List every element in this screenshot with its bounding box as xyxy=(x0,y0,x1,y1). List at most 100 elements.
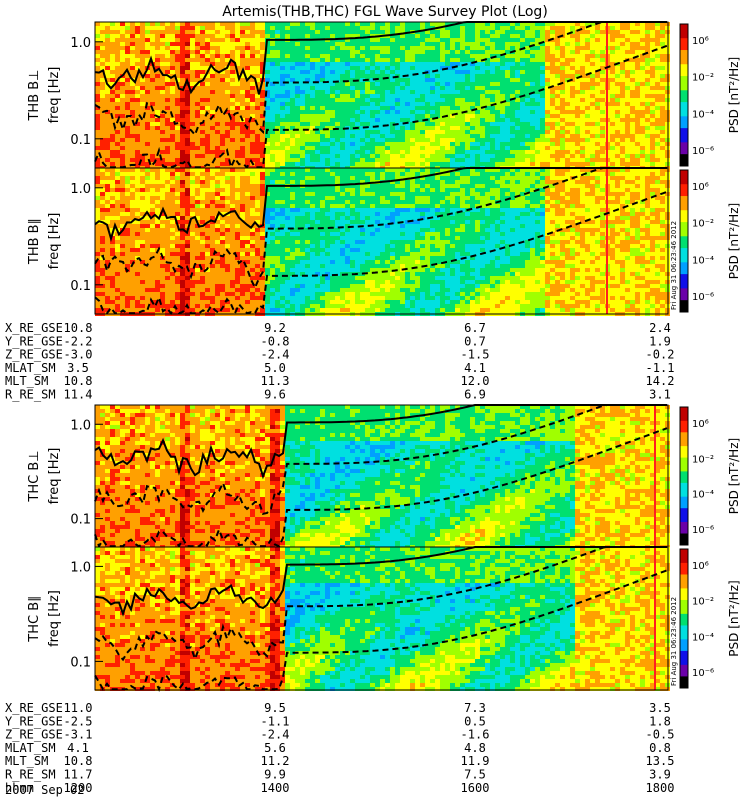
psd-cell xyxy=(515,158,520,162)
psd-cell xyxy=(150,264,155,268)
psd-cell xyxy=(655,114,660,118)
psd-cell xyxy=(255,38,260,42)
psd-cell xyxy=(660,150,665,154)
psd-cell xyxy=(515,26,520,30)
psd-cell xyxy=(120,42,125,46)
psd-cell xyxy=(540,138,545,142)
psd-cell xyxy=(115,86,120,90)
psd-cell xyxy=(535,66,540,70)
psd-cell xyxy=(375,134,380,138)
psd-cell xyxy=(280,146,285,150)
psd-cell xyxy=(175,38,180,42)
psd-cell xyxy=(190,82,195,86)
psd-cell xyxy=(160,26,165,30)
psd-cell xyxy=(470,74,475,78)
psd-cell xyxy=(635,42,640,46)
psd-cell xyxy=(250,154,255,158)
psd-cell xyxy=(380,158,385,162)
psd-cell xyxy=(180,256,185,260)
psd-cell xyxy=(580,30,585,34)
psd-cell xyxy=(120,292,125,296)
psd-cell xyxy=(180,138,185,142)
psd-cell xyxy=(375,138,380,142)
psd-cell xyxy=(495,26,500,30)
psd-cell xyxy=(410,58,415,62)
psd-cell xyxy=(305,54,310,58)
psd-cell xyxy=(525,50,530,54)
psd-cell xyxy=(410,98,415,102)
psd-cell xyxy=(135,62,140,66)
psd-cell xyxy=(565,130,570,134)
psd-cell xyxy=(290,86,295,90)
psd-cell xyxy=(545,134,550,138)
psd-cell xyxy=(435,142,440,146)
psd-cell xyxy=(420,78,425,82)
psd-cell xyxy=(355,142,360,146)
psd-cell xyxy=(660,58,665,62)
psd-cell xyxy=(130,224,135,228)
psd-cell xyxy=(555,146,560,150)
psd-cell xyxy=(305,138,310,142)
psd-cell xyxy=(635,98,640,102)
psd-cell xyxy=(105,276,110,280)
psd-cell xyxy=(310,94,315,98)
psd-cell xyxy=(385,106,390,110)
psd-cell xyxy=(260,34,265,38)
psd-cell xyxy=(320,90,325,94)
psd-cell xyxy=(165,38,170,42)
psd-cell xyxy=(430,66,435,70)
psd-cell xyxy=(425,90,430,94)
psd-cell xyxy=(585,158,590,162)
psd-cell xyxy=(195,138,200,142)
psd-cell xyxy=(545,90,550,94)
psd-cell xyxy=(295,150,300,154)
psd-cell xyxy=(630,62,635,66)
psd-cell xyxy=(440,94,445,98)
psd-cell xyxy=(400,134,405,138)
psd-cell xyxy=(575,82,580,86)
psd-cell xyxy=(550,106,555,110)
psd-cell xyxy=(285,142,290,146)
psd-cell xyxy=(520,102,525,106)
psd-cell xyxy=(575,94,580,98)
psd-cell xyxy=(390,46,395,50)
psd-cell xyxy=(470,86,475,90)
psd-cell xyxy=(125,216,130,220)
psd-cell xyxy=(555,86,560,90)
psd-cell xyxy=(575,50,580,54)
psd-cell xyxy=(585,66,590,70)
psd-cell xyxy=(215,30,220,34)
psd-cell xyxy=(95,30,100,34)
psd-cell xyxy=(540,26,545,30)
psd-cell xyxy=(245,154,250,158)
psd-cell xyxy=(275,106,280,110)
psd-cell xyxy=(580,94,585,98)
psd-cell xyxy=(175,292,180,296)
psd-cell xyxy=(550,154,555,158)
psd-cell xyxy=(115,280,120,284)
psd-cell xyxy=(150,192,155,196)
psd-cell xyxy=(325,146,330,150)
psd-cell xyxy=(275,134,280,138)
psd-cell xyxy=(650,146,655,150)
psd-cell xyxy=(150,94,155,98)
psd-cell xyxy=(615,78,620,82)
psd-cell xyxy=(180,42,185,46)
psd-cell xyxy=(505,78,510,82)
psd-cell xyxy=(125,196,130,200)
psd-cell xyxy=(255,70,260,74)
psd-cell xyxy=(155,126,160,130)
psd-cell xyxy=(450,46,455,50)
psd-cell xyxy=(165,70,170,74)
psd-cell xyxy=(380,70,385,74)
psd-cell xyxy=(495,90,500,94)
psd-cell xyxy=(360,134,365,138)
psd-cell xyxy=(380,66,385,70)
psd-cell xyxy=(545,34,550,38)
psd-cell xyxy=(380,110,385,114)
psd-cell xyxy=(445,90,450,94)
psd-cell xyxy=(330,154,335,158)
psd-cell xyxy=(275,162,280,166)
psd-cell xyxy=(620,50,625,54)
psd-cell xyxy=(650,82,655,86)
